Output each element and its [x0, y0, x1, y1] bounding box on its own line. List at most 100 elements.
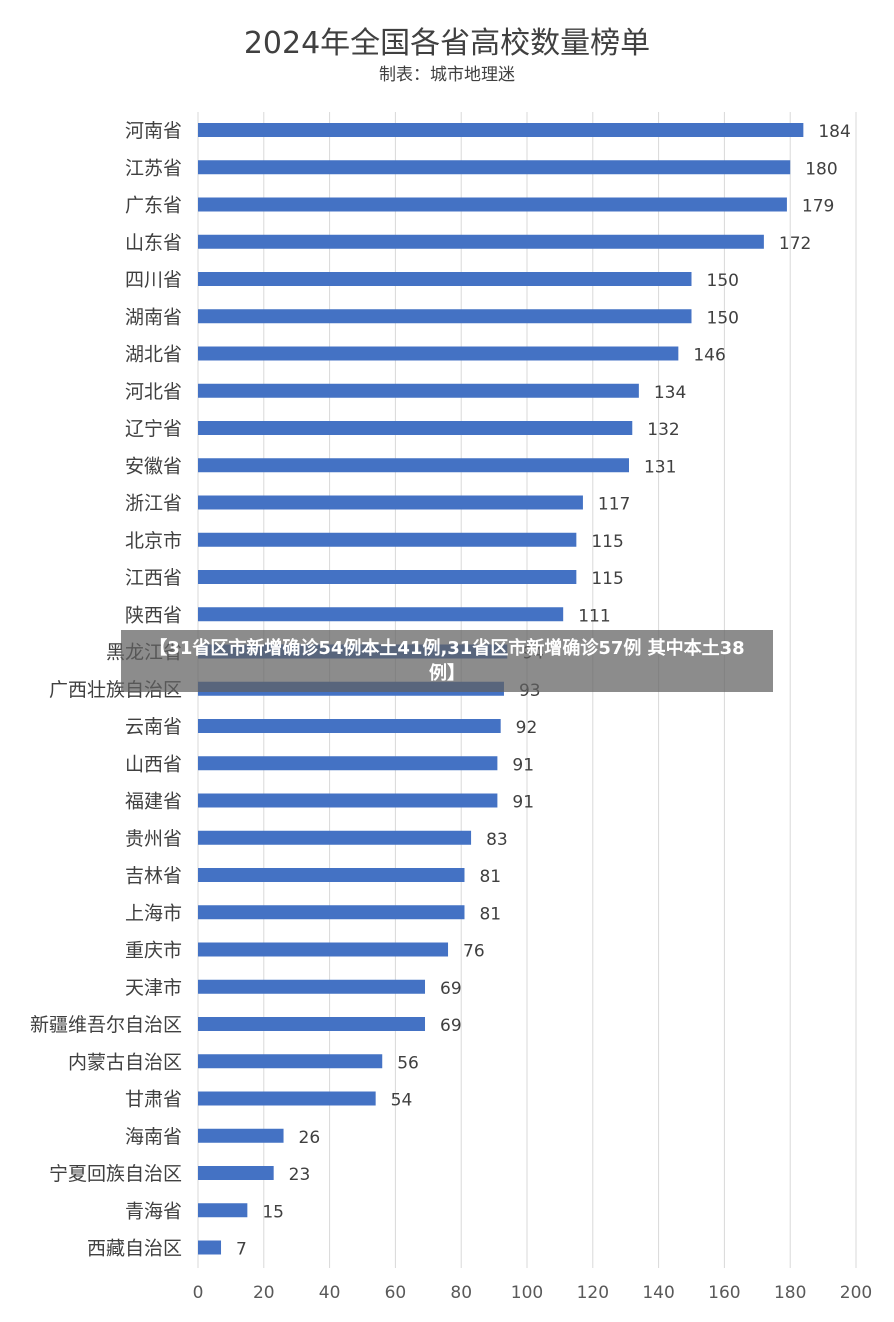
category-label: 重庆市: [125, 940, 182, 962]
value-label: 134: [654, 383, 686, 403]
bar: [198, 719, 501, 733]
category-label: 河南省: [125, 120, 182, 142]
bars: [198, 123, 804, 1255]
value-label: 111: [578, 606, 610, 626]
value-label: 23: [289, 1165, 311, 1185]
chart-subtitle: 制表：城市地理迷: [379, 65, 515, 85]
x-tick-label: 180: [774, 1283, 806, 1303]
bar: [198, 570, 577, 584]
value-label: 179: [802, 197, 834, 217]
bar: [198, 160, 791, 175]
value-label: 91: [512, 793, 534, 813]
value-label: 15: [262, 1202, 284, 1222]
value-label: 172: [779, 234, 811, 254]
value-label: 115: [591, 569, 623, 589]
bar: [198, 532, 577, 547]
bar: [198, 1091, 376, 1106]
category-label: 河北省: [125, 381, 182, 403]
value-label: 115: [591, 532, 623, 552]
category-label: 西藏自治区: [87, 1238, 182, 1260]
value-label: 81: [479, 867, 501, 887]
value-label: 184: [818, 122, 850, 142]
news-overlay-text: 【31省区市新增确诊54例本土41例,31省区市新增确诊57例 其中本土38例】: [149, 638, 745, 684]
category-label: 广东省: [125, 195, 182, 217]
bar: [198, 346, 679, 361]
category-label: 上海市: [125, 902, 182, 924]
category-label: 辽宁省: [125, 418, 182, 440]
value-label: 117: [598, 495, 630, 515]
category-label: 海南省: [125, 1126, 182, 1148]
x-tick-label: 100: [511, 1283, 543, 1303]
value-label: 131: [644, 457, 676, 477]
category-label: 四川省: [125, 269, 182, 291]
category-label: 江西省: [125, 567, 182, 589]
bar: [198, 1128, 284, 1143]
value-label: 76: [463, 942, 485, 962]
category-label: 湖北省: [125, 344, 182, 366]
bar: [198, 1240, 222, 1255]
value-label: 83: [486, 830, 508, 850]
bar: [198, 197, 787, 212]
value-label: 54: [391, 1091, 413, 1111]
bar: [198, 979, 426, 994]
x-tick-label: 160: [708, 1283, 740, 1303]
bar: [198, 1203, 248, 1218]
category-label: 江苏省: [125, 157, 182, 179]
value-label: 132: [647, 420, 679, 440]
value-label: 150: [707, 271, 739, 291]
category-label: 浙江省: [125, 493, 182, 515]
category-label: 福建省: [125, 791, 182, 813]
category-label: 山东省: [125, 232, 182, 254]
x-tick-label: 40: [319, 1283, 341, 1303]
bar: [198, 942, 449, 957]
bar: [198, 793, 498, 808]
category-label: 湖南省: [125, 306, 182, 328]
bar: [198, 905, 465, 920]
bar: [198, 123, 804, 137]
value-label: 69: [440, 1016, 462, 1036]
category-label: 贵州省: [125, 828, 182, 850]
category-label: 安徽省: [125, 455, 182, 477]
category-label: 青海省: [125, 1200, 182, 1222]
value-label: 7: [236, 1240, 247, 1260]
bar: [198, 458, 629, 473]
bar: [198, 868, 465, 882]
news-overlay-banner[interactable]: 【31省区市新增确诊54例本土41例,31省区市新增确诊57例 其中本土38例】: [121, 630, 773, 692]
bar: [198, 1054, 383, 1069]
value-label: 81: [479, 904, 501, 924]
bar: [198, 234, 764, 249]
x-tick-label: 120: [577, 1283, 609, 1303]
value-label: 180: [805, 159, 837, 179]
x-tick-label: 60: [385, 1283, 407, 1303]
x-tick-label: 80: [450, 1283, 472, 1303]
category-label: 吉林省: [125, 865, 182, 887]
category-label: 陕西省: [125, 604, 182, 626]
bar: [198, 607, 564, 622]
bar: [198, 830, 472, 845]
x-tick-label: 0: [193, 1283, 204, 1303]
category-label: 内蒙古自治区: [68, 1051, 182, 1073]
chart-title: 2024年全国各省高校数量榜单: [243, 26, 651, 61]
bar: [198, 383, 639, 398]
bar: [198, 495, 583, 510]
category-label: 甘肃省: [125, 1089, 182, 1111]
value-label: 26: [299, 1128, 321, 1148]
category-label: 山西省: [125, 753, 182, 775]
bar: [198, 1166, 274, 1180]
labels: 0 20 40 60 80 100 120 140 160 180 200 河南省 184 江苏省 180 广…: [30, 120, 872, 1303]
bar: [198, 1017, 426, 1031]
category-label: 新疆维吾尔自治区: [30, 1014, 182, 1036]
value-label: 91: [512, 755, 534, 775]
category-label: 宁夏回族自治区: [49, 1163, 182, 1185]
bar: [198, 309, 692, 324]
x-tick-label: 140: [642, 1283, 674, 1303]
category-label: 天津市: [125, 977, 182, 999]
x-tick-label: 20: [253, 1283, 275, 1303]
value-label: 146: [693, 346, 725, 366]
category-label: 云南省: [125, 716, 182, 738]
bar: [198, 756, 498, 771]
x-tick-label: 200: [840, 1283, 872, 1303]
category-label: 北京市: [125, 530, 182, 552]
bar: [198, 272, 692, 286]
